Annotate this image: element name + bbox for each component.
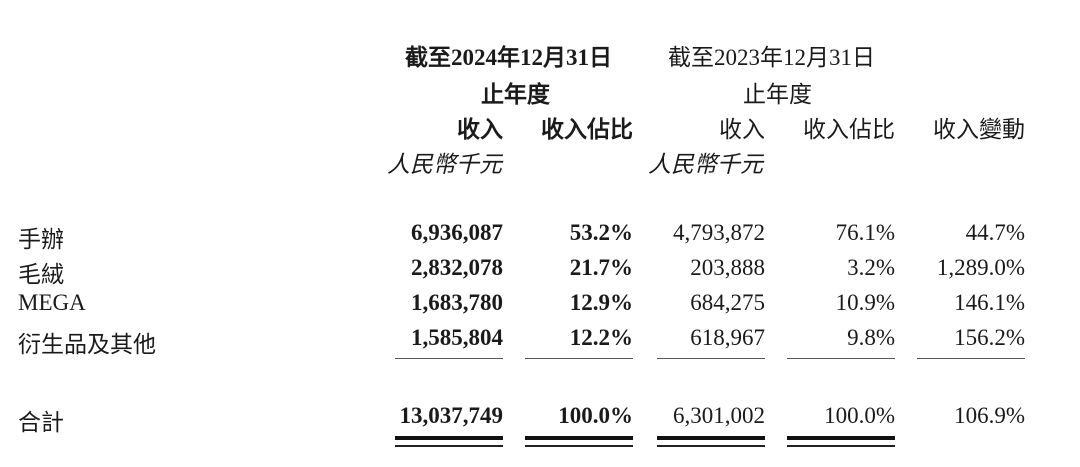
period-2024-header: 截至2024年12月31日 xyxy=(405,45,612,70)
table-row: MEGA 1,683,780 12.9% 684,275 10.9% 146.1% xyxy=(0,290,1080,320)
col-header-revenue-2024: 收入 xyxy=(457,117,503,142)
row-label: 毛絨 xyxy=(18,262,64,287)
cell-rev-2024: 13,037,749 xyxy=(399,403,504,428)
total-double-rule xyxy=(657,436,765,449)
row-label: 手辦 xyxy=(18,227,64,252)
cell-change: 146.1% xyxy=(954,290,1025,315)
table-row: 手辦 6,936,087 53.2% 4,793,872 76.1% 44.7% xyxy=(0,220,1080,252)
cell-rev-2024: 2,832,078 xyxy=(411,255,503,280)
subtotal-rule xyxy=(395,358,503,359)
unit-2024: 人民幣千元 xyxy=(387,152,502,177)
subtotal-rule xyxy=(787,358,895,359)
cell-rev-2023: 684,275 xyxy=(690,290,765,315)
cell-share-2024: 21.7% xyxy=(569,255,633,280)
period-2023-subheader: 止年度 xyxy=(743,82,812,107)
cell-change: 156.2% xyxy=(954,325,1025,350)
cell-share-2023: 100.0% xyxy=(824,403,895,428)
col-header-change: 收入變動 xyxy=(933,117,1025,142)
cell-share-2023: 9.8% xyxy=(847,325,895,350)
row-label: 衍生品及其他 xyxy=(18,332,156,357)
period-2023-header: 截至2023年12月31日 xyxy=(668,45,875,70)
unit-2023: 人民幣千元 xyxy=(648,152,763,177)
cell-rev-2024: 6,936,087 xyxy=(411,220,503,245)
table-row: 毛絨 2,832,078 21.7% 203,888 3.2% 1,289.0% xyxy=(0,255,1080,287)
cell-rev-2023: 618,967 xyxy=(690,325,765,350)
cell-share-2023: 10.9% xyxy=(835,290,895,315)
cell-rev-2023: 4,793,872 xyxy=(673,220,765,245)
cell-share-2024: 100.0% xyxy=(558,403,633,428)
subtotal-rule xyxy=(917,358,1025,359)
subtotal-rule xyxy=(657,358,765,359)
cell-change: 1,289.0% xyxy=(936,255,1025,280)
cell-change: 106.9% xyxy=(954,403,1025,428)
cell-share-2024: 12.9% xyxy=(569,290,633,315)
total-double-rule xyxy=(787,436,895,449)
cell-change: 44.7% xyxy=(965,220,1025,245)
cell-share-2024: 12.2% xyxy=(569,325,633,350)
cell-share-2023: 3.2% xyxy=(847,255,895,280)
row-label: MEGA xyxy=(18,290,86,315)
row-label: 合計 xyxy=(18,410,64,435)
total-row: 合計 13,037,749 100.0% 6,301,002 100.0% 106.9% xyxy=(0,403,1080,435)
cell-rev-2024: 1,585,804 xyxy=(411,325,503,350)
cell-share-2024: 53.2% xyxy=(569,220,633,245)
cell-share-2023: 76.1% xyxy=(835,220,895,245)
column-headers: 收入 收入佔比 收入 收入佔比 收入變動 xyxy=(0,110,1080,142)
cell-rev-2023: 203,888 xyxy=(690,255,765,280)
total-double-rule xyxy=(525,436,633,449)
cell-rev-2024: 1,683,780 xyxy=(411,290,503,315)
total-double-rule xyxy=(395,436,503,449)
col-header-share-2023: 收入佔比 xyxy=(803,117,895,142)
subtotal-rule xyxy=(525,358,633,359)
col-header-share-2024: 收入佔比 xyxy=(541,117,633,142)
cell-rev-2023: 6,301,002 xyxy=(673,403,765,428)
period-2024-subheader: 止年度 xyxy=(481,82,550,107)
col-header-revenue-2023: 收入 xyxy=(719,117,765,142)
table-row: 衍生品及其他 1,585,804 12.2% 618,967 9.8% 156.2% xyxy=(0,325,1080,357)
